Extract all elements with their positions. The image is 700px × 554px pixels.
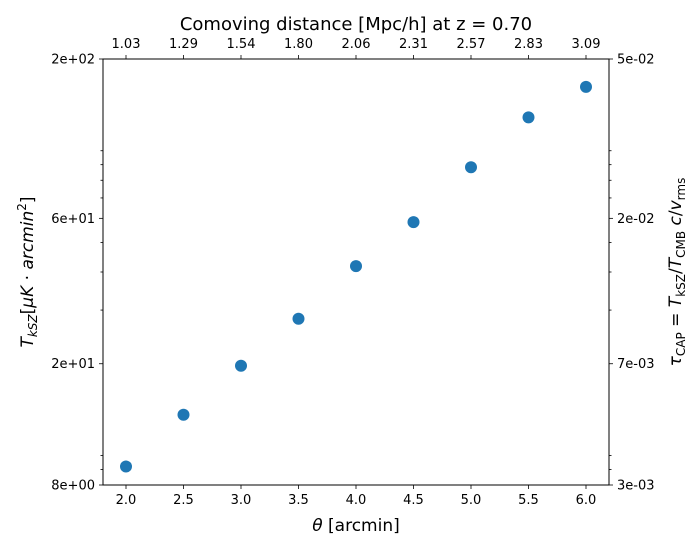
top-tick-label: 3.09 (572, 37, 601, 52)
y-tick-label: 2e+02 (51, 53, 95, 68)
x-tick-label: 3.5 (288, 493, 309, 508)
data-point (580, 80, 592, 93)
y-tick-label: 2e+01 (51, 357, 95, 372)
data-points (120, 80, 592, 473)
top-tick-label: 2.57 (457, 37, 486, 52)
right-y-axis-label: τCAP = TkSZ/TCMB c/vrms (666, 178, 688, 367)
y-axis-label: TkSZ[μK · arcmin2] (15, 196, 40, 347)
x-tick-label: 2.0 (116, 493, 137, 508)
top-tick-label: 1.03 (112, 37, 141, 52)
top-tick-label: 2.31 (399, 37, 428, 52)
x-tick-label: 6.0 (576, 493, 597, 508)
top-tick-label: 1.54 (227, 37, 256, 52)
x-tick-label: 4.0 (346, 493, 367, 508)
x-tick-label: 2.5 (173, 493, 194, 508)
top-tick-label: 2.06 (342, 37, 371, 52)
top-tick-label: 1.29 (169, 37, 198, 52)
data-point (465, 161, 477, 174)
right-y-tick-label: 2e-02 (617, 212, 655, 227)
data-point (292, 312, 305, 325)
top-tick-label: 1.80 (284, 37, 313, 52)
data-point (177, 408, 190, 421)
data-point (522, 111, 535, 124)
top-x-axis-ticks: 1.03 1.29 1.54 1.80 2.06 2.31 2.57 2.83 3.09 (112, 37, 601, 59)
right-y-tick-label: 3e-03 (617, 479, 655, 494)
x-tick-label: 5.5 (518, 493, 539, 508)
left-y-axis-ticks: 8e+00 2e+01 6e+01 2e+02 (51, 53, 103, 494)
x-tick-label: 3.0 (231, 493, 252, 508)
right-y-tick-label: 7e-03 (617, 357, 655, 372)
right-y-tick-label: 5e-02 (617, 53, 655, 68)
x-tick-label: 4.5 (403, 493, 424, 508)
data-point (350, 260, 362, 273)
right-y-axis-ticks: 3e-03 7e-03 2e-02 5e-02 (609, 53, 655, 494)
plot-frame (102, 58, 610, 486)
y-tick-label: 8e+00 (51, 479, 95, 494)
chart-title: Comoving distance [Mpc/h] at z = 0.70 (180, 14, 532, 35)
x-tick-label: 5.0 (461, 493, 482, 508)
data-point (235, 359, 247, 372)
data-point (407, 216, 420, 229)
data-point (120, 460, 132, 473)
y-tick-label: 6e+01 (51, 212, 95, 227)
x-axis-label: θ [arcmin] (312, 516, 400, 536)
bottom-x-axis-ticks: 2.0 2.5 3.0 3.5 4.0 4.5 5.0 5.5 6.0 (116, 485, 597, 508)
top-tick-label: 2.83 (514, 37, 543, 52)
